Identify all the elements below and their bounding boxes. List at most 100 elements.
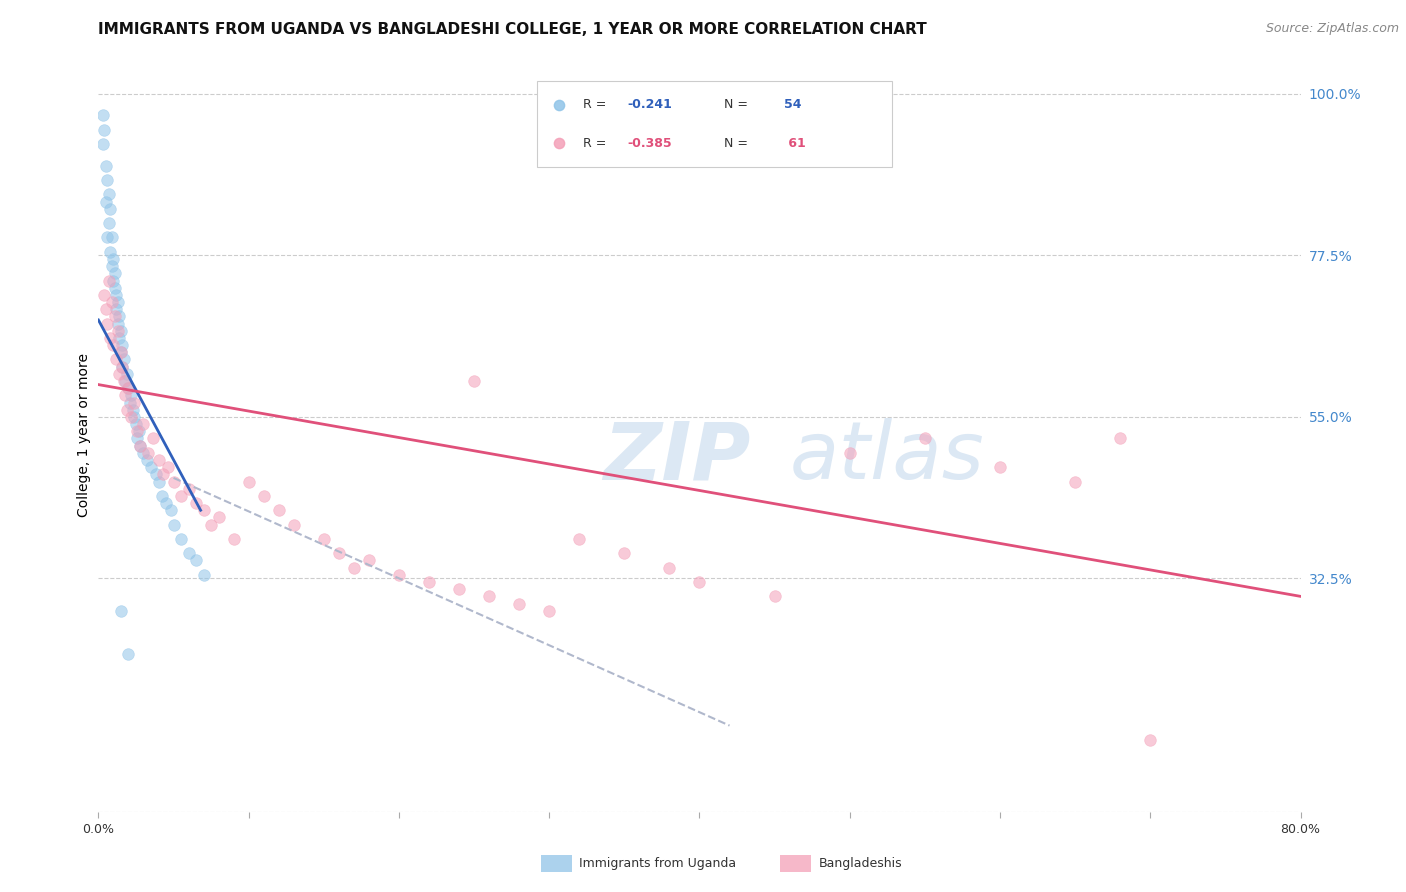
Point	[478, 590, 501, 604]
Point	[115, 367, 138, 381]
Point	[145, 467, 167, 482]
Point	[132, 417, 155, 431]
Point	[238, 475, 260, 489]
Text: N =: N =	[724, 136, 752, 150]
Point	[111, 359, 134, 374]
Point	[97, 216, 120, 230]
Point	[763, 590, 786, 604]
Point	[103, 338, 125, 352]
Point	[114, 388, 136, 402]
Point	[100, 331, 122, 345]
Point	[122, 402, 145, 417]
Point	[94, 302, 117, 317]
Text: -0.241: -0.241	[627, 98, 672, 112]
Point	[312, 532, 335, 546]
Point	[105, 352, 128, 367]
Point	[104, 281, 127, 295]
Point	[107, 317, 129, 331]
Point	[100, 202, 122, 216]
Point	[1064, 475, 1087, 489]
Point	[115, 402, 138, 417]
Point	[129, 439, 152, 453]
Point	[267, 503, 290, 517]
Point	[93, 288, 115, 302]
Point	[1109, 432, 1132, 446]
Text: Bangladeshis: Bangladeshis	[818, 857, 901, 870]
Point	[105, 302, 128, 317]
Y-axis label: College, 1 year or more: College, 1 year or more	[77, 353, 91, 516]
Point	[136, 446, 159, 460]
Point	[94, 159, 117, 173]
Point	[193, 503, 215, 517]
Point	[101, 295, 124, 310]
Point	[91, 108, 114, 122]
Point	[222, 532, 245, 546]
Point	[253, 489, 276, 503]
Point	[104, 310, 127, 324]
Point	[568, 532, 591, 546]
Point	[114, 374, 136, 388]
Point	[124, 409, 146, 424]
FancyBboxPatch shape	[537, 80, 891, 168]
Point	[96, 317, 118, 331]
Point	[121, 409, 143, 424]
Text: -0.385: -0.385	[627, 136, 672, 150]
Point	[111, 359, 134, 374]
Point	[162, 517, 184, 532]
Point	[111, 338, 134, 352]
Point	[838, 446, 860, 460]
Point	[108, 367, 131, 381]
Point	[508, 597, 530, 611]
Text: IMMIGRANTS FROM UGANDA VS BANGLADESHI COLLEGE, 1 YEAR OR MORE CORRELATION CHART: IMMIGRANTS FROM UGANDA VS BANGLADESHI CO…	[98, 22, 927, 37]
Point	[162, 475, 184, 489]
Point	[1139, 733, 1161, 747]
Text: R =: R =	[583, 136, 610, 150]
Point	[662, 131, 685, 145]
Point	[914, 432, 936, 446]
Text: Source: ZipAtlas.com: Source: ZipAtlas.com	[1265, 22, 1399, 36]
Point	[121, 388, 143, 402]
Point	[110, 604, 132, 618]
Point	[103, 273, 125, 287]
Point	[91, 137, 114, 152]
Point	[117, 381, 139, 395]
Text: 54: 54	[783, 98, 801, 112]
Point	[107, 295, 129, 310]
Point	[177, 482, 200, 496]
Text: R =: R =	[583, 98, 610, 112]
Point	[96, 173, 118, 187]
Point	[125, 417, 148, 431]
Point	[148, 475, 170, 489]
Point	[124, 395, 146, 409]
Point	[135, 453, 157, 467]
Point	[538, 604, 561, 618]
Text: 61: 61	[783, 136, 806, 150]
Point	[447, 582, 470, 597]
Point	[988, 460, 1011, 475]
Point	[108, 331, 131, 345]
Point	[97, 273, 120, 287]
Point	[328, 546, 350, 560]
Text: N =: N =	[724, 98, 752, 112]
Point	[132, 446, 155, 460]
Point	[97, 187, 120, 202]
Point	[463, 374, 485, 388]
Text: atlas: atlas	[790, 418, 984, 497]
Point	[155, 496, 177, 510]
Point	[193, 567, 215, 582]
Point	[94, 194, 117, 209]
Point	[139, 460, 162, 475]
Point	[100, 244, 122, 259]
Point	[156, 460, 179, 475]
Point	[118, 395, 141, 409]
Point	[170, 532, 193, 546]
Point	[184, 553, 207, 567]
Text: ZIP: ZIP	[603, 418, 751, 497]
Point	[112, 352, 135, 367]
Point	[117, 381, 139, 395]
Point	[141, 432, 163, 446]
Point	[96, 230, 118, 244]
Point	[127, 424, 149, 438]
Point	[152, 467, 174, 482]
Point	[658, 560, 681, 574]
